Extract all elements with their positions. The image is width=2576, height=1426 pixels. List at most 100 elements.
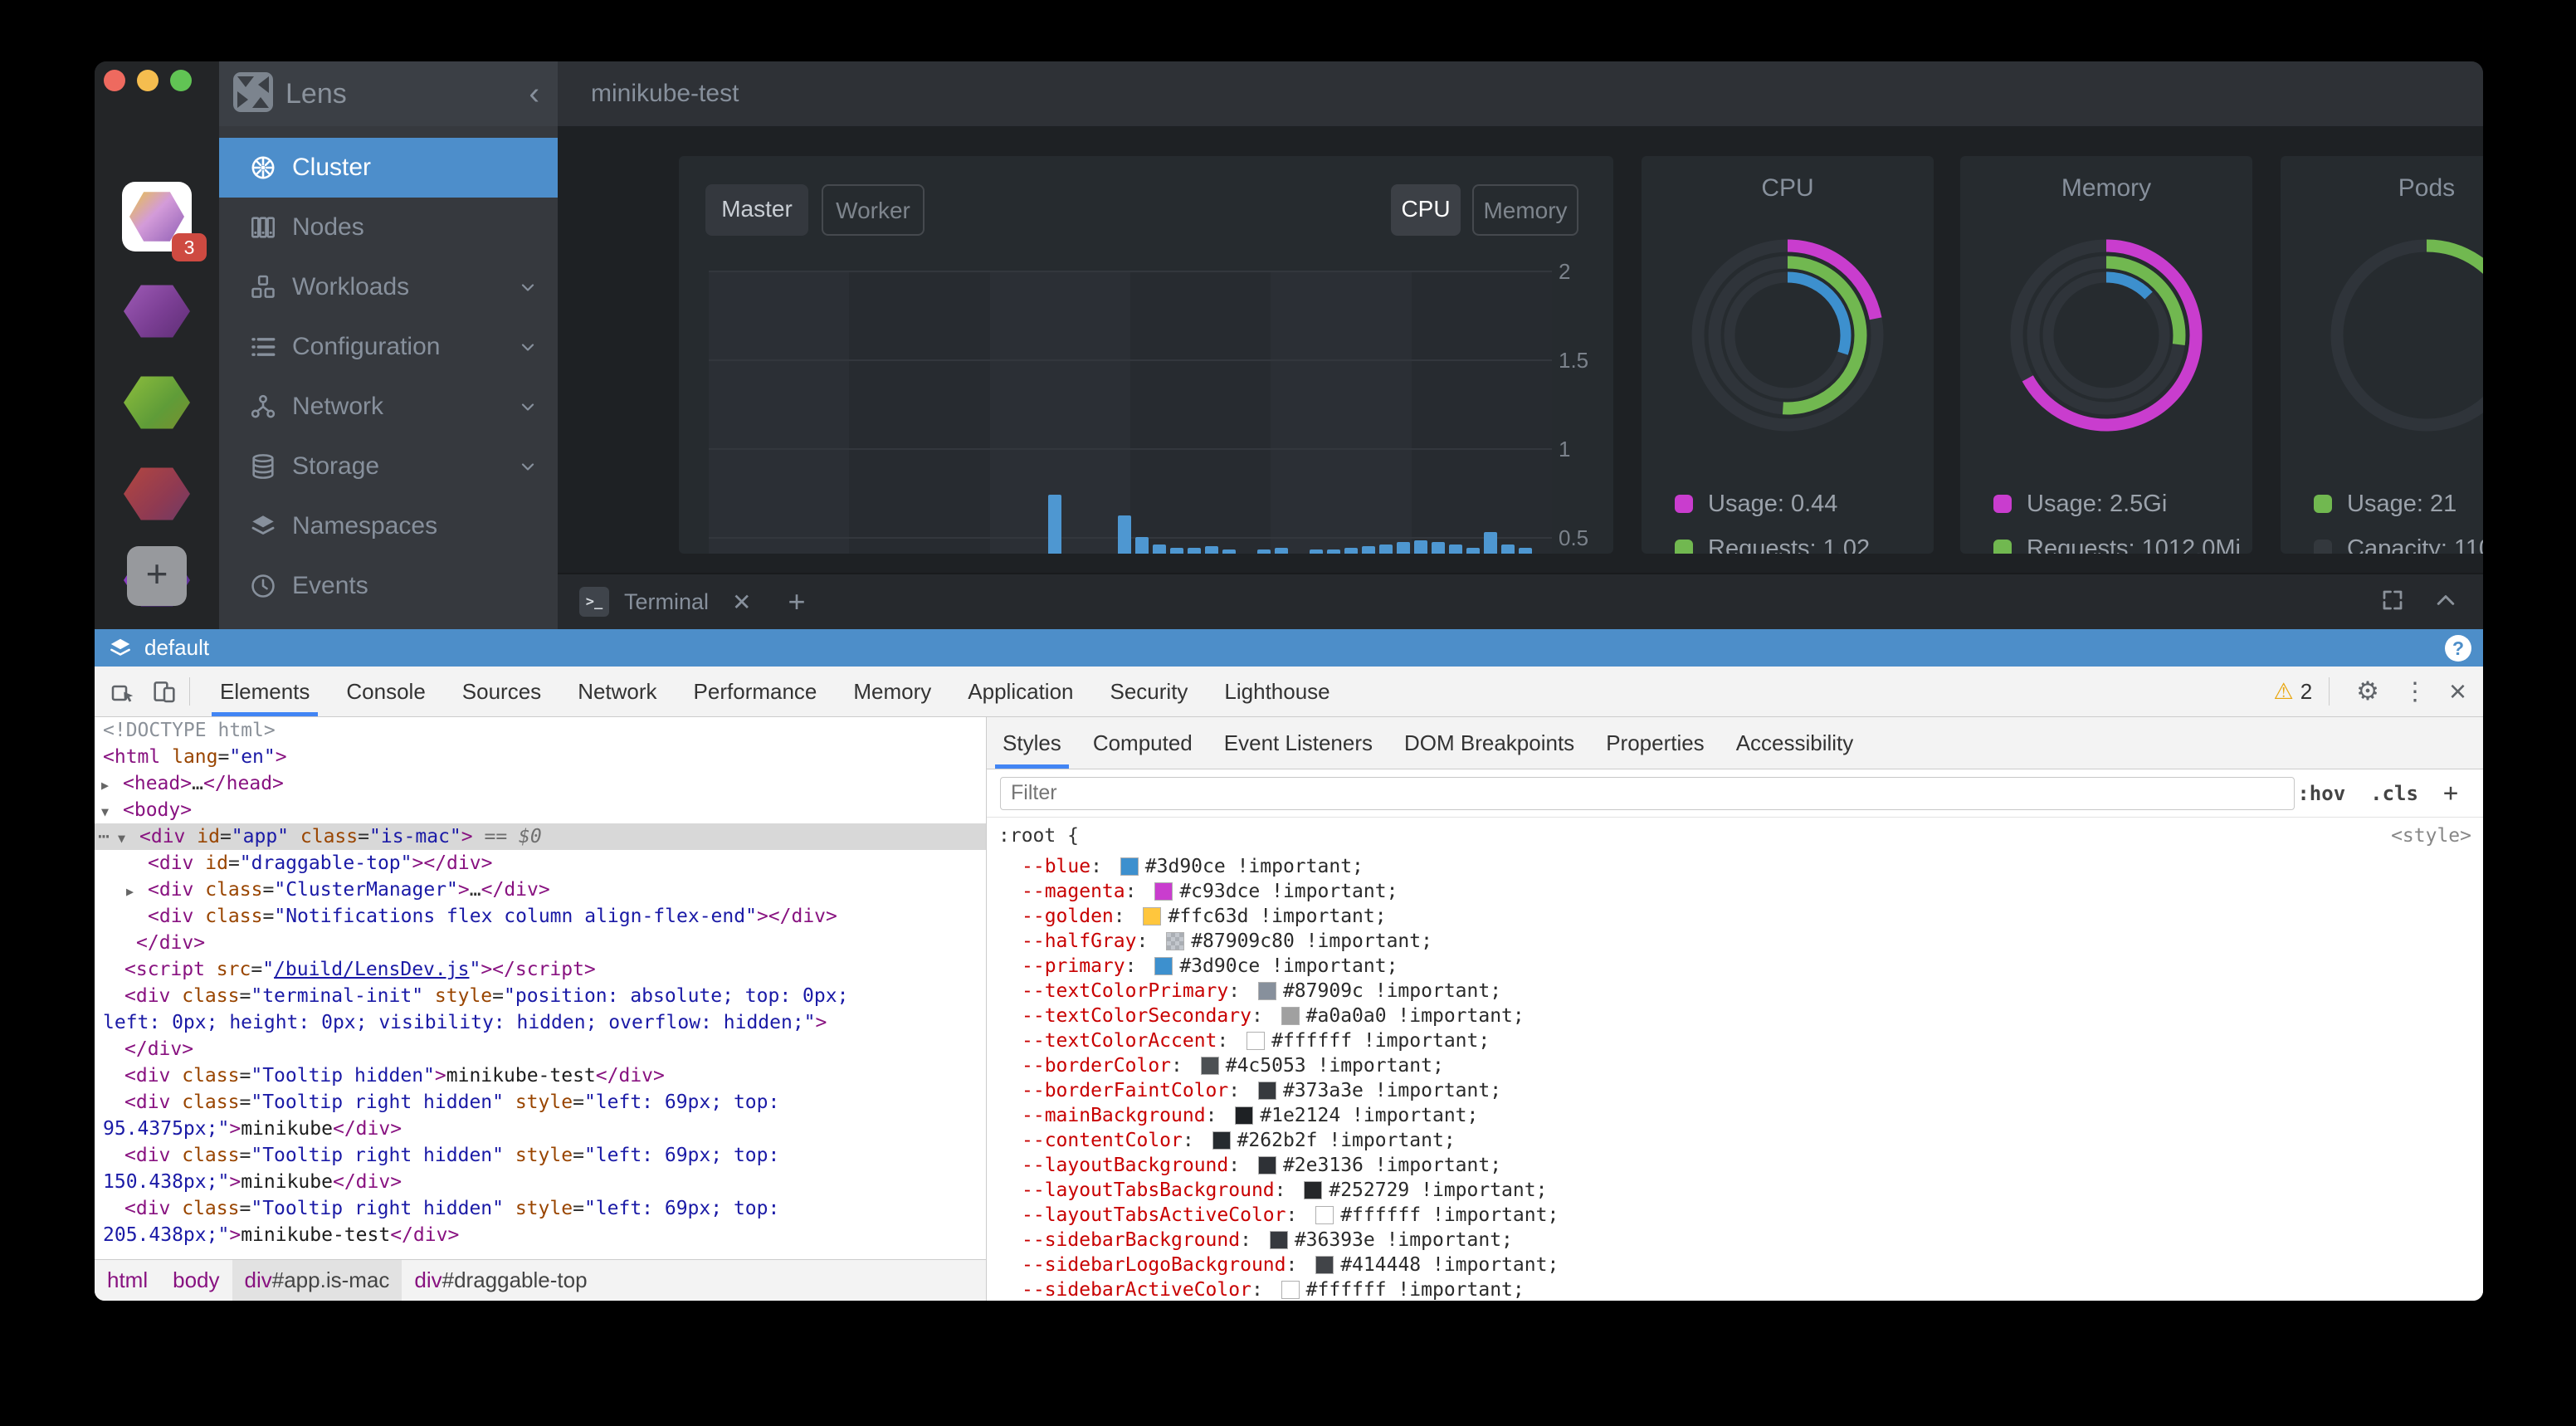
css-property-row[interactable]: --sidebarActiveColor: #ffffff !important…: [1022, 1279, 1525, 1301]
styles-tab-styles[interactable]: Styles: [987, 717, 1077, 769]
devtools-tab-security[interactable]: Security: [1110, 678, 1188, 704]
devtools-close-icon[interactable]: ×: [2448, 674, 2466, 708]
color-swatch[interactable]: [1315, 1256, 1334, 1274]
color-swatch[interactable]: [1257, 1082, 1276, 1100]
styles-tab-event-listeners[interactable]: Event Listeners: [1223, 730, 1373, 755]
color-swatch[interactable]: [1154, 957, 1173, 975]
styles-filter-input[interactable]: [1000, 776, 2295, 810]
devtools-tab-application[interactable]: Application: [968, 678, 1074, 704]
zoom-window-button[interactable]: [170, 70, 192, 91]
dock-fullscreen-icon[interactable]: [2380, 588, 2405, 617]
color-swatch[interactable]: [1315, 1206, 1334, 1224]
css-property-row[interactable]: --mainBackground: #1e2124 !important;: [1022, 1105, 1479, 1126]
color-swatch[interactable]: [1304, 1181, 1323, 1199]
css-property-row[interactable]: --halfGray: #87909c80 !important;: [1022, 930, 1432, 952]
breadcrumb-div#app.is-mac[interactable]: div #app.is-mac: [232, 1260, 402, 1301]
terminal-close-icon[interactable]: ✕: [732, 588, 752, 615]
color-swatch[interactable]: [1281, 1281, 1300, 1299]
sidebar-item-namespaces[interactable]: Namespaces: [219, 496, 558, 556]
expand-arrow-icon[interactable]: ▶: [126, 884, 134, 899]
node-filter-master-button[interactable]: Master: [705, 184, 808, 236]
css-property-row[interactable]: --sidebarBackground: #36393e !important;: [1022, 1229, 1513, 1251]
css-property-row[interactable]: --magenta: #c93dce !important;: [1022, 881, 1398, 902]
breadcrumb-body[interactable]: body: [173, 1267, 220, 1292]
color-swatch[interactable]: [1235, 1106, 1254, 1125]
sidebar-item-cluster[interactable]: Cluster: [219, 138, 558, 198]
css-property-row[interactable]: --sidebarLogoBackground: #414448 !import…: [1022, 1254, 1559, 1276]
dom-node-line[interactable]: 95.4375px;">minikube</div>: [103, 1118, 402, 1140]
toggle-classes[interactable]: .cls: [2370, 781, 2418, 805]
sidebar-item-cluster-3[interactable]: [124, 374, 190, 432]
css-property-row[interactable]: --golden: #ffc63d !important;: [1022, 906, 1387, 927]
sidebar-item-events[interactable]: Events: [219, 556, 558, 616]
color-swatch[interactable]: [1120, 857, 1139, 876]
devtools-tab-memory[interactable]: Memory: [853, 678, 932, 704]
dom-node-line[interactable]: ▼ <body>: [95, 797, 986, 823]
dom-node-line[interactable]: <div class="terminal-init" style="positi…: [124, 985, 849, 1007]
dom-node-line[interactable]: ▶ <div class="ClusterManager">…</div>: [95, 877, 986, 903]
sidebar-item-cluster-4[interactable]: [124, 465, 190, 523]
toggle-hover-state[interactable]: :hov: [2297, 781, 2346, 805]
dom-node-line[interactable]: <div class="Tooltip right hidden" style=…: [124, 1091, 780, 1113]
breadcrumb-html[interactable]: html: [107, 1267, 149, 1292]
more-options-icon[interactable]: ⋮: [2402, 677, 2427, 706]
expand-arrow-icon[interactable]: ▶: [101, 778, 110, 793]
dom-node-line[interactable]: 205.438px;">minikube-test</div>: [103, 1224, 460, 1246]
css-property-row[interactable]: --textColorPrimary: #87909c !important;: [1022, 980, 1502, 1002]
css-property-row[interactable]: --borderFaintColor: #373a3e !important;: [1022, 1080, 1502, 1101]
warning-count[interactable]: 2: [2300, 678, 2313, 704]
css-property-row[interactable]: --layoutTabsActiveColor: #ffffff !import…: [1022, 1204, 1559, 1226]
color-swatch[interactable]: [1257, 982, 1276, 1000]
dom-node-line[interactable]: <div id="draggable-top"></div>: [148, 852, 493, 874]
sidebar-collapse-icon[interactable]: ‹: [529, 76, 539, 111]
sidebar-item-storage[interactable]: Storage: [219, 437, 558, 496]
css-property-row[interactable]: --textColorAccent: #ffffff !important;: [1022, 1030, 1490, 1052]
color-swatch[interactable]: [1281, 1007, 1300, 1025]
styles-tab-computed[interactable]: Computed: [1092, 730, 1193, 755]
dom-node-line[interactable]: <div class="Tooltip hidden">minikube-tes…: [124, 1065, 665, 1087]
terminal-tab[interactable]: Terminal: [624, 588, 710, 614]
devtools-tab-elements[interactable]: Elements: [202, 667, 328, 716]
devtools-tab-performance[interactable]: Performance: [693, 678, 817, 704]
expand-arrow-open-icon[interactable]: ▼: [101, 804, 110, 819]
breadcrumb-div#draggable-top[interactable]: div #draggable-top: [414, 1267, 588, 1292]
dom-node-line[interactable]: ⋯ ▼ <div id="app" class="is-mac"> == $0: [95, 823, 986, 850]
device-toolbar-icon[interactable]: [151, 678, 178, 705]
dom-node-line[interactable]: <!DOCTYPE html>: [103, 720, 276, 741]
dom-node-line[interactable]: </div>: [124, 1038, 194, 1060]
devtools-tab-console[interactable]: Console: [346, 678, 426, 704]
close-window-button[interactable]: [104, 70, 125, 91]
dom-node-line[interactable]: </div>: [136, 932, 206, 954]
metric-toggle-memory-button[interactable]: Memory: [1472, 184, 1578, 236]
inspect-element-icon[interactable]: [110, 678, 136, 705]
css-property-row[interactable]: --contentColor: #262b2f !important;: [1022, 1130, 1456, 1151]
style-source-link[interactable]: <style>: [2391, 825, 2471, 847]
styles-tab-properties[interactable]: Properties: [1606, 730, 1705, 755]
styles-tab-accessibility[interactable]: Accessibility: [1735, 730, 1854, 755]
sidebar-item-configuration[interactable]: Configuration: [219, 317, 558, 377]
dom-node-line[interactable]: <html lang="en">: [103, 746, 287, 768]
devtools-tab-lighthouse[interactable]: Lighthouse: [1224, 678, 1330, 704]
styles-tab-dom-breakpoints[interactable]: DOM Breakpoints: [1404, 730, 1575, 755]
dom-node-line[interactable]: 150.438px;">minikube</div>: [103, 1171, 402, 1193]
sidebar-item-nodes[interactable]: Nodes: [219, 198, 558, 257]
dom-node-line[interactable]: <div class="Tooltip right hidden" style=…: [124, 1145, 780, 1166]
add-cluster-button[interactable]: +: [127, 546, 187, 606]
css-selector[interactable]: :root {: [998, 825, 1079, 847]
devtools-tab-network[interactable]: Network: [578, 678, 657, 704]
css-property-row[interactable]: --layoutBackground: #2e3136 !important;: [1022, 1155, 1502, 1176]
help-icon[interactable]: ?: [2445, 634, 2471, 662]
sidebar-item-network[interactable]: Network: [219, 377, 558, 437]
metric-toggle-cpu-button[interactable]: CPU: [1391, 184, 1461, 236]
color-swatch[interactable]: [1143, 907, 1162, 925]
color-swatch[interactable]: [1212, 1131, 1231, 1150]
dock-collapse-icon[interactable]: [2433, 588, 2458, 617]
color-swatch[interactable]: [1247, 1032, 1266, 1050]
sidebar-item-cluster-minikube-test[interactable]: 3: [122, 182, 207, 261]
node-filter-worker-button[interactable]: Worker: [822, 184, 925, 236]
color-swatch[interactable]: [1166, 932, 1185, 950]
dom-node-line[interactable]: <div class="Notifications flex column al…: [148, 906, 837, 927]
dom-node-line[interactable]: ▶ <head>…</head>: [95, 770, 986, 797]
warning-icon[interactable]: ⚠: [2273, 678, 2294, 704]
dom-node-line[interactable]: <div class="Tooltip right hidden" style=…: [124, 1198, 780, 1219]
